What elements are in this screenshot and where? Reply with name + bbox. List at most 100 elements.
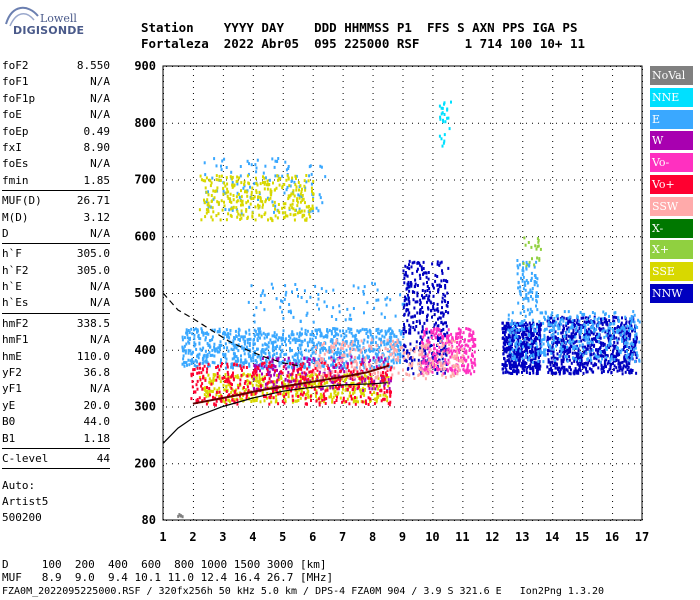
- echo-point-e: [336, 350, 339, 354]
- grid-dot: [342, 165, 344, 166]
- echo-point-nnw: [512, 361, 515, 365]
- echo-point-nnw: [521, 370, 523, 374]
- grid-dot: [552, 303, 554, 304]
- echo-point-sse: [206, 198, 209, 202]
- grid-dot: [432, 399, 434, 400]
- grid-dot: [163, 495, 164, 496]
- grid-dot: [616, 236, 617, 238]
- echo-point-sse: [287, 391, 290, 395]
- echo-point-nnw: [524, 333, 527, 337]
- grid-dot: [432, 447, 434, 448]
- grid-dot: [282, 87, 284, 88]
- echo-point-sse: [259, 182, 262, 186]
- grid-dot: [402, 219, 404, 220]
- echo-point-nnw: [418, 261, 421, 265]
- echo-point-e: [274, 347, 277, 351]
- echo-point-nnw: [513, 351, 516, 355]
- grid-dot: [402, 141, 404, 142]
- grid-dot: [432, 483, 434, 484]
- grid-dot: [462, 279, 464, 280]
- echo-point-sse: [251, 211, 254, 215]
- echo-point-sse: [352, 400, 355, 404]
- grid-dot: [508, 520, 509, 521]
- grid-dot: [502, 349, 503, 351]
- grid-dot: [163, 135, 164, 136]
- echo-point-e: [317, 357, 320, 361]
- echo-point-e: [399, 358, 401, 362]
- grid-dot: [432, 327, 434, 328]
- echo-point-nnw: [442, 352, 445, 356]
- grid-dot: [376, 236, 377, 238]
- grid-dot: [163, 447, 164, 448]
- grid-dot: [304, 349, 305, 351]
- echo-point-sse: [210, 379, 213, 383]
- echo-point-sse: [221, 208, 224, 212]
- grid-dot: [312, 243, 314, 244]
- grid-dot: [642, 129, 643, 130]
- echo-point-sse: [240, 203, 242, 207]
- grid-dot: [222, 357, 224, 358]
- echo-point-sse: [261, 200, 264, 204]
- echo-point-e: [330, 338, 333, 342]
- grid-dot: [192, 141, 194, 142]
- echo-point-nnw: [508, 362, 511, 366]
- grid-dot: [492, 285, 494, 286]
- param-row-hme: hmE 110.0: [2, 349, 110, 365]
- param-value: N/A: [90, 280, 110, 294]
- grid-dot: [574, 236, 575, 238]
- echo-point-e: [357, 348, 360, 352]
- grid-dot: [522, 291, 524, 292]
- grid-dot: [192, 297, 194, 298]
- grid-dot: [372, 435, 374, 436]
- grid-dot: [402, 453, 404, 454]
- echo-point-nnw: [517, 370, 520, 374]
- grid-dot: [628, 349, 629, 351]
- echo-point-e: [260, 351, 263, 355]
- grid-dot: [462, 249, 464, 250]
- echo-point-e: [253, 182, 256, 186]
- grid-dot: [522, 75, 524, 76]
- grid-dot: [402, 471, 404, 472]
- echo-point-sse: [258, 213, 261, 217]
- grid-dot: [432, 471, 434, 472]
- echo-point-e: [281, 349, 284, 353]
- echo-point-e: [227, 349, 230, 353]
- grid-dot: [492, 447, 494, 448]
- grid-dot: [478, 349, 479, 351]
- grid-dot: [526, 463, 527, 465]
- param-separator: [2, 312, 110, 314]
- grid-dot: [280, 236, 281, 238]
- echo-point-nnw: [403, 322, 405, 326]
- echo-point-sse: [384, 394, 387, 398]
- grid-dot: [192, 465, 194, 466]
- grid-dot: [163, 99, 164, 100]
- grid-dot: [642, 87, 643, 88]
- grid-dot: [222, 99, 224, 100]
- grid-dot: [163, 321, 164, 322]
- param-label: h`F: [2, 247, 22, 261]
- grid-dot: [432, 171, 434, 172]
- grid-dot: [376, 122, 377, 124]
- grid-dot: [342, 501, 344, 502]
- echo-point-e: [243, 346, 246, 350]
- echo-point-sse: [278, 210, 281, 214]
- grid-dot: [222, 513, 224, 514]
- grid-dot: [312, 129, 314, 130]
- grid-dot: [582, 357, 584, 358]
- grid-dot: [432, 147, 434, 148]
- echo-point-e: [334, 358, 337, 362]
- grid-dot: [232, 236, 233, 238]
- grid-dot: [612, 195, 614, 196]
- echo-point-nnw: [528, 321, 531, 325]
- echo-point-nnw: [445, 324, 448, 328]
- grid-dot: [282, 423, 284, 424]
- grid-dot: [522, 111, 524, 112]
- echo-point-sse: [220, 199, 223, 203]
- echo-point-e: [181, 338, 184, 342]
- grid-dot: [312, 501, 314, 502]
- y-tick-label: 80: [142, 513, 156, 527]
- echo-point-e: [208, 343, 211, 347]
- echo-point-e: [345, 340, 348, 344]
- grid-dot: [312, 405, 314, 406]
- echo-point-sse: [236, 209, 239, 213]
